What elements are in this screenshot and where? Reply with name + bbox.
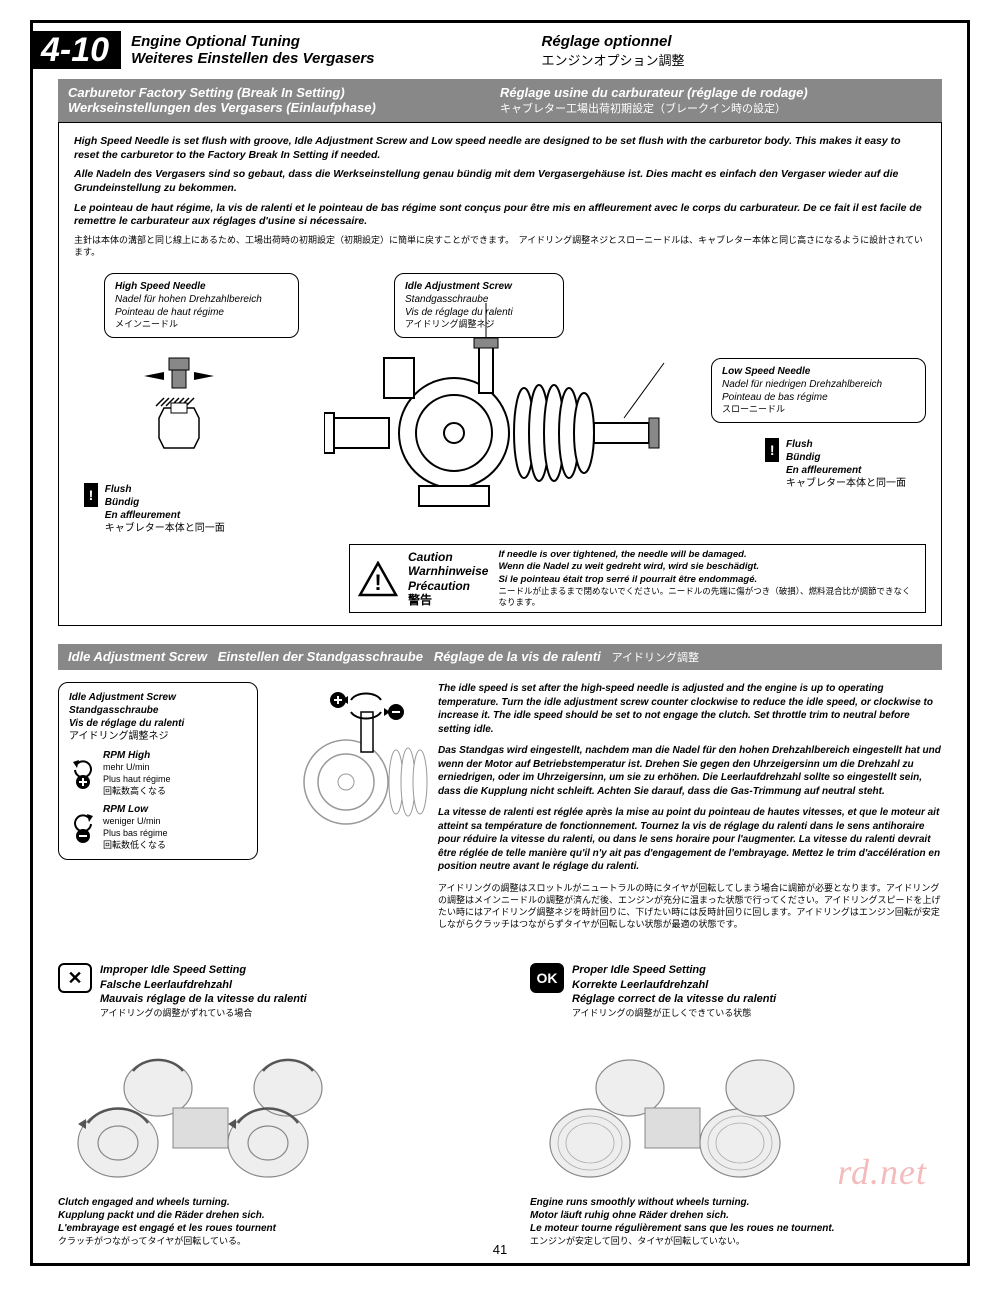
flush-label-right: ! Flush Bündig En affleurement キャブレター本体と… [765, 438, 906, 490]
ok-badge-icon: OK [530, 963, 564, 993]
flush-label-left: ! Flush Bündig En affleurement キャブレター本体と… [84, 483, 225, 535]
section-number: 4-10 [33, 31, 121, 69]
clockwise-plus-icon [69, 756, 97, 790]
idle-screw-diagram-icon [266, 682, 436, 852]
rpm-low-row: RPM Low weniger U/min Plus bas régime 回転… [69, 803, 247, 851]
vehicle-still-icon [530, 1033, 810, 1183]
proper-col: OK Proper Idle Speed Setting Korrekte Le… [530, 963, 942, 1248]
counterclockwise-minus-icon [69, 810, 97, 844]
intro-de: Alle Nadeln des Vergasers sind so gebaut… [74, 168, 926, 195]
caution-box: ! Caution Warnhinweise Précaution 警告 If … [349, 544, 926, 613]
title-en: Engine Optional Tuning [131, 33, 541, 50]
page-number: 41 [33, 1242, 967, 1257]
carb-diagram: High Speed Needle Nadel für hohen Drehza… [74, 273, 926, 613]
title-de: Weiteres Einstellen des Vergasers [131, 50, 541, 67]
carb-box: High Speed Needle is set flush with groo… [58, 122, 942, 626]
bar1-en: Carburetor Factory Setting (Break In Set… [68, 85, 500, 100]
idle-adjust-bar: Idle Adjustment Screw Einstellen der Sta… [58, 644, 942, 670]
title-jp: エンジンオプション調整 [542, 50, 952, 69]
x-badge-icon: ✕ [58, 963, 92, 993]
rpm-high-row: RPM High mehr U/min Plus haut régime 回転数… [69, 749, 247, 797]
title-fr: Réglage optionnel [542, 33, 952, 50]
bar1-de: Werkseinstellungen des Vergasers (Einlau… [68, 100, 500, 115]
page-frame: 4-10 Engine Optional Tuning Weiteres Ein… [30, 20, 970, 1266]
intro-jp: 主針は本体の溝部と同じ線上にあるため、工場出荷時の初期設定（初期設定）に簡単に戻… [74, 235, 926, 258]
bar1-fr: Réglage usine du carburateur (réglage de… [500, 85, 932, 100]
idle-carb-diagram [258, 682, 438, 938]
carb-factory-bar: Carburetor Factory Setting (Break In Set… [58, 79, 942, 122]
needle-detail-icon [134, 348, 254, 458]
warning-triangle-icon: ! [358, 561, 398, 597]
intro-en: High Speed Needle is set flush with groo… [74, 135, 926, 162]
label-high-speed: High Speed Needle Nadel für hohen Drehza… [104, 273, 299, 338]
improper-col: ✕ Improper Idle Speed Setting Falsche Le… [58, 963, 470, 1248]
attention-icon: ! [84, 483, 98, 507]
attention-icon: ! [765, 438, 779, 462]
svg-text:!: ! [374, 570, 381, 595]
idle-text: The idle speed is set after the high-spe… [438, 682, 942, 938]
vehicle-spinning-icon [58, 1033, 338, 1183]
intro-fr: Le pointeau de haut régime, la vis de ra… [74, 202, 926, 229]
idle-info-box: Idle Adjustment Screw Standgasschraube V… [58, 682, 258, 860]
carburetor-icon [324, 303, 674, 523]
page-header: 4-10 Engine Optional Tuning Weiteres Ein… [33, 23, 967, 69]
label-low-speed: Low Speed Needle Nadel für niedrigen Dre… [711, 358, 926, 423]
bar1-jp: キャブレター工場出荷初期設定（ブレークイン時の設定） [500, 100, 932, 116]
